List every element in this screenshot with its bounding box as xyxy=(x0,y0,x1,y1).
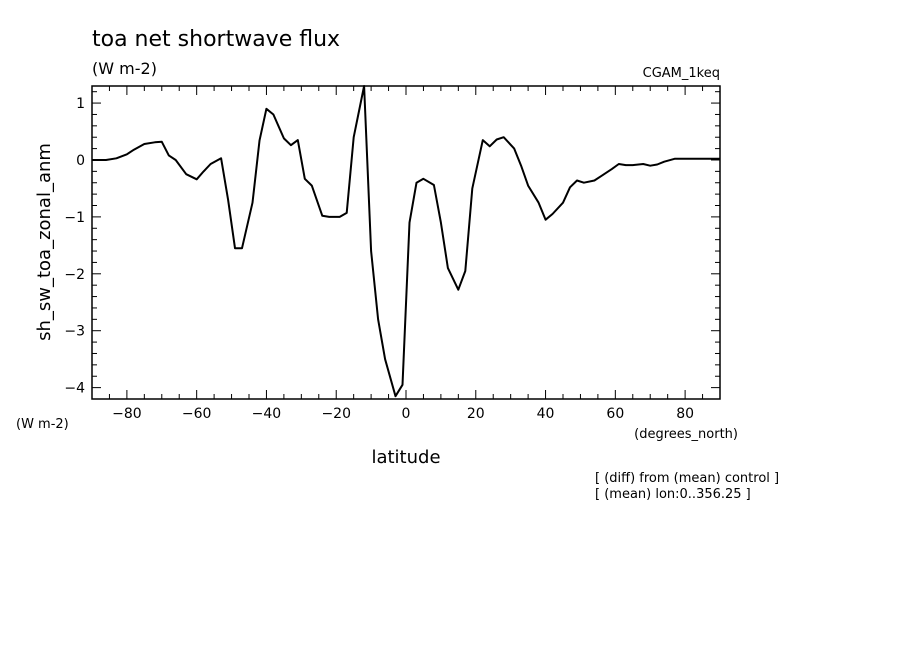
y-tick-label: −4 xyxy=(64,381,85,397)
x-tick-label: 40 xyxy=(537,406,555,422)
x-tick-label: 80 xyxy=(676,406,694,422)
x-axis-units: (degrees_north) xyxy=(634,427,738,442)
x-tick-label: −40 xyxy=(252,406,282,422)
x-tick-label: −20 xyxy=(321,406,351,422)
plot-frame xyxy=(91,85,721,400)
note-mean: [ (mean) lon:0..356.25 ] xyxy=(595,487,751,502)
y-axis-ticks: 1 0 −1 −2 −3 −4 xyxy=(64,91,720,400)
x-tick-label: −60 xyxy=(182,406,212,422)
dataset-label: CGAM_1keq xyxy=(643,66,720,81)
chart-title-units: (W m-2) xyxy=(92,59,157,78)
series-line xyxy=(92,85,720,398)
x-tick-label: 0 xyxy=(402,406,411,422)
y-axis-label: sh_sw_toa_zonal_anm xyxy=(34,143,55,341)
y-tick-label: −1 xyxy=(64,210,85,226)
x-tick-label: −80 xyxy=(112,406,142,422)
x-axis-label: latitude xyxy=(371,447,440,468)
x-tick-label: 60 xyxy=(606,406,624,422)
y-tick-label: −3 xyxy=(64,324,85,340)
note-diff: [ (diff) from (mean) control ] xyxy=(595,471,779,486)
x-axis-ticks: −80 −60 −40 −20 0 20 40 60 80 xyxy=(91,86,721,422)
x-tick-label: 20 xyxy=(467,406,485,422)
y-axis-units: (W m-2) xyxy=(16,417,69,432)
y-tick-label: 1 xyxy=(76,96,85,112)
chart-title: toa net shortwave flux xyxy=(92,27,340,52)
y-tick-label: −2 xyxy=(64,267,85,283)
y-tick-label: 0 xyxy=(76,153,85,169)
